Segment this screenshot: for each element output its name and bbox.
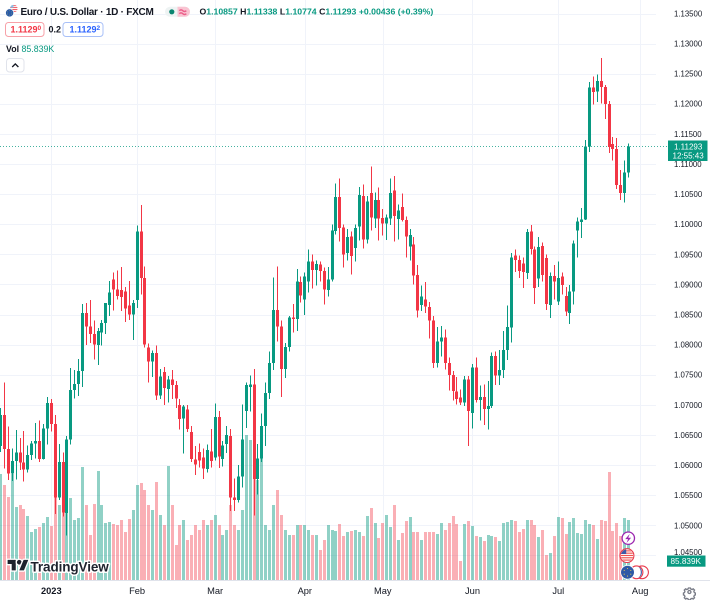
svg-text:1.10500: 1.10500 (674, 190, 703, 199)
svg-text:12:55:43: 12:55:43 (673, 152, 705, 161)
svg-text:1.11500: 1.11500 (674, 130, 702, 139)
svg-text:1.10000: 1.10000 (674, 220, 703, 229)
svg-text:1.12000: 1.12000 (674, 100, 703, 109)
svg-text:1.07500: 1.07500 (674, 371, 703, 380)
svg-text:1.13000: 1.13000 (674, 40, 703, 49)
svg-text:85.839K: 85.839K (671, 557, 702, 566)
svg-text:Jun: Jun (465, 586, 480, 596)
svg-text:Jul: Jul (552, 586, 564, 596)
svg-text:1.05500: 1.05500 (674, 491, 703, 500)
svg-text:2023: 2023 (41, 586, 62, 596)
svg-text:1.11293: 1.11293 (674, 143, 703, 152)
svg-text:Aug: Aug (632, 586, 649, 596)
svg-text:1.06000: 1.06000 (674, 461, 703, 470)
svg-text:Vol: Vol (6, 44, 19, 54)
svg-text:1.07000: 1.07000 (674, 401, 703, 410)
svg-text:1.13500: 1.13500 (674, 9, 703, 18)
svg-text:TradingView: TradingView (31, 559, 110, 574)
svg-text:85.839K: 85.839K (22, 44, 55, 54)
svg-text:1.09000: 1.09000 (674, 280, 703, 289)
svg-text:1.12500: 1.12500 (674, 70, 703, 79)
svg-text:1.11292: 1.11292 (70, 25, 101, 35)
svg-text:1.08500: 1.08500 (674, 311, 703, 320)
svg-text:Apr: Apr (298, 586, 312, 596)
svg-text:1.04500: 1.04500 (674, 548, 703, 557)
svg-text:Euro / U.S. Dollar · 1D · FXCM: Euro / U.S. Dollar · 1D · FXCM (21, 7, 154, 18)
svg-text:1.06500: 1.06500 (674, 431, 703, 440)
svg-text:Mar: Mar (207, 586, 223, 596)
svg-text:1.08000: 1.08000 (674, 341, 703, 350)
svg-text:May: May (374, 586, 392, 596)
svg-text:1.09500: 1.09500 (674, 250, 703, 259)
svg-text:Feb: Feb (129, 586, 145, 596)
svg-text:1.05000: 1.05000 (674, 521, 703, 530)
svg-text:1.11290: 1.11290 (11, 25, 42, 35)
svg-text:0.2: 0.2 (49, 25, 62, 35)
svg-text:1.11000: 1.11000 (674, 160, 702, 169)
